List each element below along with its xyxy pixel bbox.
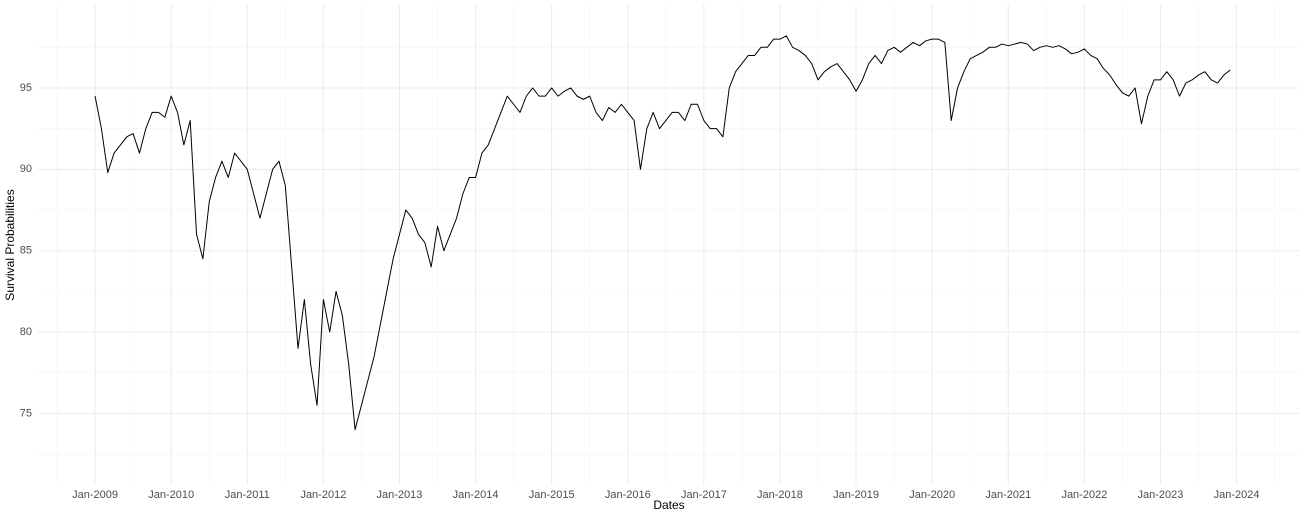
x-tick-label: Jan-2021 bbox=[985, 489, 1031, 501]
x-tick-label: Jan-2018 bbox=[757, 489, 803, 501]
x-tick-label: Jan-2023 bbox=[1138, 489, 1184, 501]
x-tick-label: Jan-2020 bbox=[909, 489, 955, 501]
x-tick-label: Jan-2017 bbox=[681, 489, 727, 501]
x-tick-label: Jan-2009 bbox=[72, 489, 118, 501]
x-tick-label: Jan-2024 bbox=[1214, 489, 1260, 501]
y-tick-label: 95 bbox=[20, 82, 32, 94]
x-tick-label: Jan-2010 bbox=[148, 489, 194, 501]
y-tick-label: 80 bbox=[20, 326, 32, 338]
x-tick-label: Jan-2011 bbox=[225, 489, 270, 501]
y-tick-label: 75 bbox=[20, 407, 32, 419]
x-tick-label: Jan-2013 bbox=[377, 489, 423, 501]
y-axis-title: Survival Probabilities bbox=[3, 189, 17, 300]
y-tick-label: 90 bbox=[20, 163, 32, 175]
data-line bbox=[94, 35, 1231, 431]
x-tick-label: Jan-2022 bbox=[1061, 489, 1107, 501]
x-tick-label: Jan-2015 bbox=[529, 489, 575, 501]
x-tick-label: Jan-2016 bbox=[605, 489, 651, 501]
y-tick-label: 85 bbox=[20, 245, 32, 257]
x-tick-label: Jan-2012 bbox=[300, 489, 346, 501]
x-tick-label: Jan-2014 bbox=[453, 489, 499, 501]
x-tick-label: Jan-2019 bbox=[833, 489, 879, 501]
x-axis-title: Dates bbox=[653, 498, 684, 512]
